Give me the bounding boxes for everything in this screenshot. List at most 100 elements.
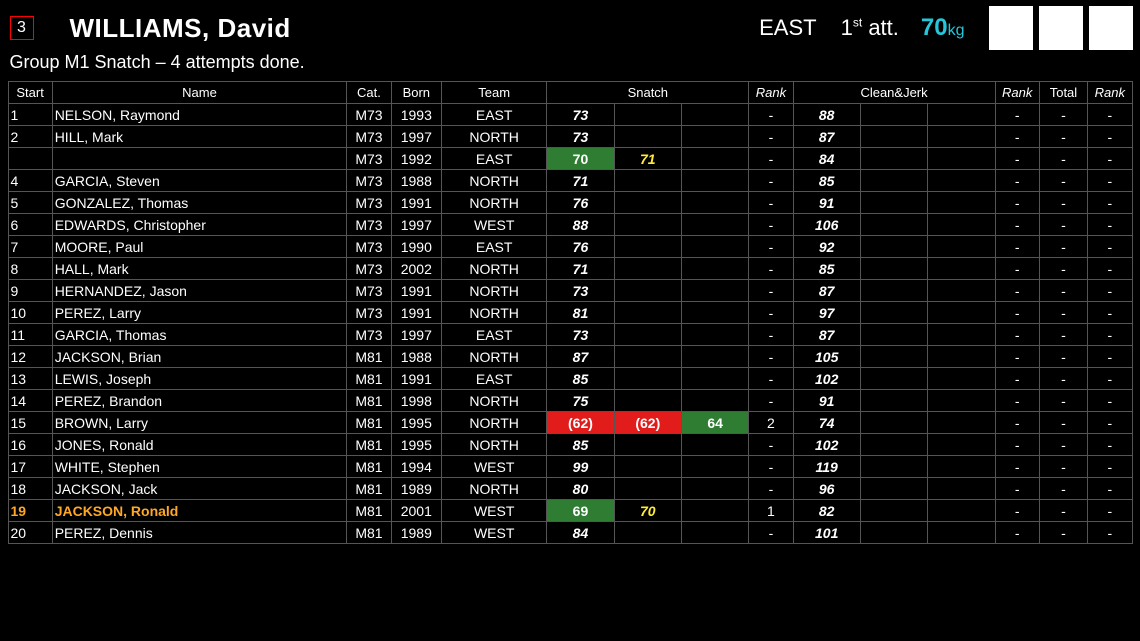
cell-snatch-1: 84 <box>547 522 614 544</box>
cell-snatch-2 <box>614 170 681 192</box>
cell-total: - <box>1039 368 1087 390</box>
cell-cj-2 <box>860 434 927 456</box>
cell-cj-rank: - <box>995 104 1039 126</box>
cell-snatch-2 <box>614 258 681 280</box>
cell-total: - <box>1039 478 1087 500</box>
cell-snatch-2 <box>614 104 681 126</box>
cell-cj-2 <box>860 214 927 236</box>
cell-snatch-3 <box>681 236 748 258</box>
cell-start: 20 <box>8 522 52 544</box>
cell-total-rank: - <box>1088 434 1132 456</box>
col-cat: Cat. <box>347 82 391 104</box>
cell-cj-3 <box>928 324 995 346</box>
cell-cat: M73 <box>347 258 391 280</box>
cell-cj-3 <box>928 500 995 522</box>
cell-cj-2 <box>860 500 927 522</box>
col-name: Name <box>52 82 347 104</box>
cell-start: 4 <box>8 170 52 192</box>
cell-total: - <box>1039 126 1087 148</box>
cell-start: 13 <box>8 368 52 390</box>
cell-snatch-1: 73 <box>547 126 614 148</box>
cell-snatch-1: 69 <box>547 500 614 522</box>
cell-cj-1: 85 <box>793 258 860 280</box>
cell-team: EAST <box>442 148 547 170</box>
cell-snatch-rank: - <box>749 236 793 258</box>
cell-snatch-2 <box>614 456 681 478</box>
cell-born: 1995 <box>391 434 442 456</box>
cell-start: 19 <box>8 500 52 522</box>
cell-start: 11 <box>8 324 52 346</box>
cell-team: WEST <box>442 456 547 478</box>
table-row: 17WHITE, StephenM811994WEST99-119--- <box>8 456 1132 478</box>
cell-cj-2 <box>860 280 927 302</box>
cell-cj-1: 91 <box>793 390 860 412</box>
cell-name: EDWARDS, Christopher <box>52 214 347 236</box>
cell-snatch-1: 81 <box>547 302 614 324</box>
col-start: Start <box>8 82 52 104</box>
cell-cj-3 <box>928 192 995 214</box>
cell-snatch-2 <box>614 368 681 390</box>
cell-total: - <box>1039 302 1087 324</box>
cell-name: PEREZ, Brandon <box>52 390 347 412</box>
cell-cat: M73 <box>347 324 391 346</box>
cell-cj-rank: - <box>995 236 1039 258</box>
cell-cj-2 <box>860 148 927 170</box>
table-row: 10PEREZ, LarryM731991NORTH81-97--- <box>8 302 1132 324</box>
cell-born: 1998 <box>391 390 442 412</box>
cell-cj-rank: - <box>995 346 1039 368</box>
cell-total-rank: - <box>1088 214 1132 236</box>
cell-cj-1: 106 <box>793 214 860 236</box>
cell-snatch-3 <box>681 104 748 126</box>
cell-snatch-rank: - <box>749 522 793 544</box>
cell-start: 7 <box>8 236 52 258</box>
cell-total-rank: - <box>1088 280 1132 302</box>
cell-snatch-1: 76 <box>547 236 614 258</box>
table-row: M731992EAST7071-84--- <box>8 148 1132 170</box>
cell-cat: M73 <box>347 126 391 148</box>
cell-total-rank: - <box>1088 346 1132 368</box>
cell-snatch-rank: - <box>749 302 793 324</box>
cell-snatch-rank: - <box>749 214 793 236</box>
cell-snatch-1: (62) <box>547 412 614 434</box>
cell-cj-rank: - <box>995 148 1039 170</box>
cell-snatch-3 <box>681 522 748 544</box>
cell-snatch-1: 85 <box>547 434 614 456</box>
cell-snatch-2 <box>614 346 681 368</box>
cell-snatch-1: 70 <box>547 148 614 170</box>
cell-name: PEREZ, Larry <box>52 302 347 324</box>
cell-total: - <box>1039 500 1087 522</box>
cell-cj-2 <box>860 368 927 390</box>
cell-snatch-rank: - <box>749 346 793 368</box>
table-row: 16JONES, RonaldM811995NORTH85-102--- <box>8 434 1132 456</box>
cell-cj-rank: - <box>995 192 1039 214</box>
cell-total: - <box>1039 170 1087 192</box>
cell-cj-3 <box>928 258 995 280</box>
cell-snatch-3 <box>681 500 748 522</box>
cell-snatch-3 <box>681 170 748 192</box>
cell-snatch-2 <box>614 126 681 148</box>
cell-cj-rank: - <box>995 170 1039 192</box>
cell-born: 1991 <box>391 368 442 390</box>
cell-cj-3 <box>928 522 995 544</box>
cell-name <box>52 148 347 170</box>
cell-cj-3 <box>928 126 995 148</box>
cell-snatch-2 <box>614 236 681 258</box>
cell-born: 1991 <box>391 192 442 214</box>
cell-cj-2 <box>860 236 927 258</box>
cell-cj-3 <box>928 170 995 192</box>
cell-snatch-2 <box>614 522 681 544</box>
cell-total-rank: - <box>1088 412 1132 434</box>
cell-cj-3 <box>928 302 995 324</box>
table-row: 1NELSON, RaymondM731993EAST73-88--- <box>8 104 1132 126</box>
cell-total: - <box>1039 280 1087 302</box>
scoreboard-table: Start Name Cat. Born Team Snatch Rank Cl… <box>8 81 1133 544</box>
cell-cj-3 <box>928 368 995 390</box>
cell-born: 2001 <box>391 500 442 522</box>
current-lifter-name: WILLIAMS, David <box>70 13 760 44</box>
cell-snatch-rank: - <box>749 104 793 126</box>
cell-snatch-rank: 1 <box>749 500 793 522</box>
cell-cj-3 <box>928 390 995 412</box>
cell-cj-2 <box>860 390 927 412</box>
cell-cj-2 <box>860 324 927 346</box>
cell-team: WEST <box>442 214 547 236</box>
